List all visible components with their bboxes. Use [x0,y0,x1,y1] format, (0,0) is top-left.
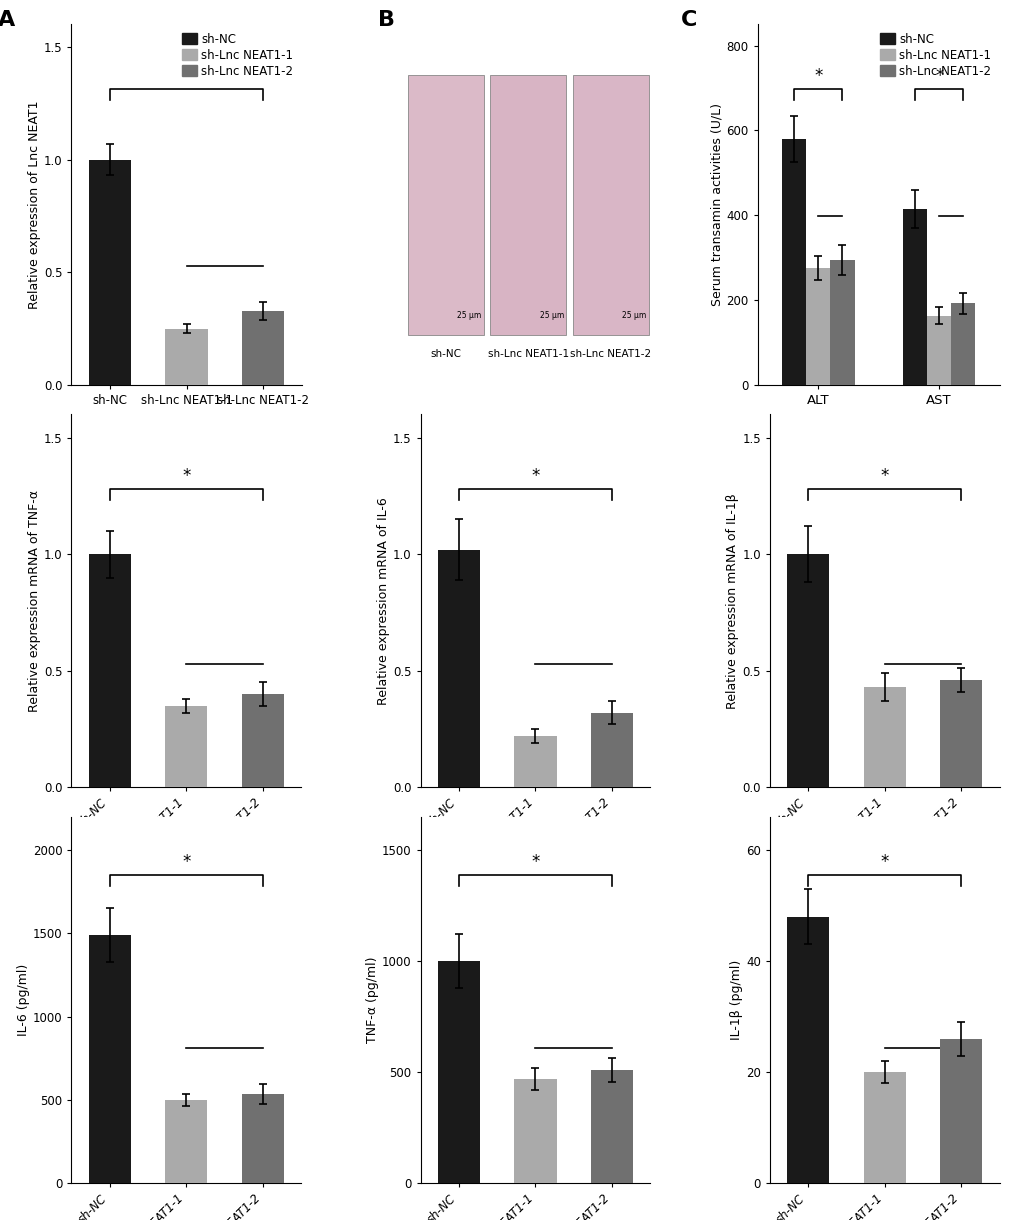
Bar [940,1039,981,1183]
Bar [787,916,828,1183]
Bar [514,1078,556,1183]
Bar [829,260,854,386]
Text: *: * [879,853,888,871]
Text: *: * [182,853,191,871]
Bar [863,687,905,787]
Text: *: * [531,466,539,484]
Bar [926,316,951,386]
Text: 25 μm: 25 μm [457,311,481,320]
Bar [242,1094,283,1183]
Y-axis label: TNF-α (pg/ml): TNF-α (pg/ml) [366,956,379,1043]
Bar [863,1072,905,1183]
Legend: sh-NC, sh-Lnc NEAT1-1, sh-Lnc NEAT1-2: sh-NC, sh-Lnc NEAT1-1, sh-Lnc NEAT1-2 [877,30,993,81]
Text: B: B [377,10,394,30]
Bar [782,139,805,386]
Text: sh-Lnc NEAT1-2: sh-Lnc NEAT1-2 [570,349,651,359]
Text: *: * [879,466,888,484]
Bar [805,268,829,386]
Text: 25 μm: 25 μm [539,311,564,320]
Y-axis label: Relative expression mRNA of TNF-α: Relative expression mRNA of TNF-α [28,490,41,711]
Text: 25 μm: 25 μm [622,311,646,320]
Text: *: * [182,67,191,85]
Text: *: * [934,67,943,85]
Bar [573,74,648,334]
Text: *: * [813,67,821,85]
Bar [590,1070,633,1183]
Bar [490,74,566,334]
Legend: sh-NC, sh-Lnc NEAT1-1, sh-Lnc NEAT1-2: sh-NC, sh-Lnc NEAT1-1, sh-Lnc NEAT1-2 [180,30,296,81]
Y-axis label: Relative expression mRNA of IL-1β: Relative expression mRNA of IL-1β [726,493,739,709]
Bar [514,736,556,787]
Text: sh-NC: sh-NC [430,349,462,359]
Bar [165,705,207,787]
Bar [242,694,283,787]
Y-axis label: IL-1β (pg/ml): IL-1β (pg/ml) [730,960,743,1041]
Bar [89,935,130,1183]
Y-axis label: Serum transamin activities (U/L): Serum transamin activities (U/L) [710,104,723,306]
Text: *: * [531,853,539,871]
Text: sh-Lnc NEAT1-1: sh-Lnc NEAT1-1 [487,349,569,359]
Bar [437,549,480,787]
Text: C: C [680,10,696,30]
Bar [902,209,926,386]
Bar [437,961,480,1183]
Bar [408,74,484,334]
Y-axis label: IL-6 (pg/ml): IL-6 (pg/ml) [17,964,30,1036]
Bar [165,1100,207,1183]
Bar [89,160,130,386]
Bar [165,328,208,386]
Text: *: * [182,466,191,484]
Bar [242,311,284,386]
Bar [787,554,828,787]
Bar [940,680,981,787]
Y-axis label: Relative expression of Lnc NEAT1: Relative expression of Lnc NEAT1 [28,100,41,309]
Bar [590,712,633,787]
Bar [951,303,974,386]
Y-axis label: Relative expression mRNA of IL-6: Relative expression mRNA of IL-6 [377,497,390,705]
Text: A: A [0,10,15,30]
Bar [89,554,130,787]
